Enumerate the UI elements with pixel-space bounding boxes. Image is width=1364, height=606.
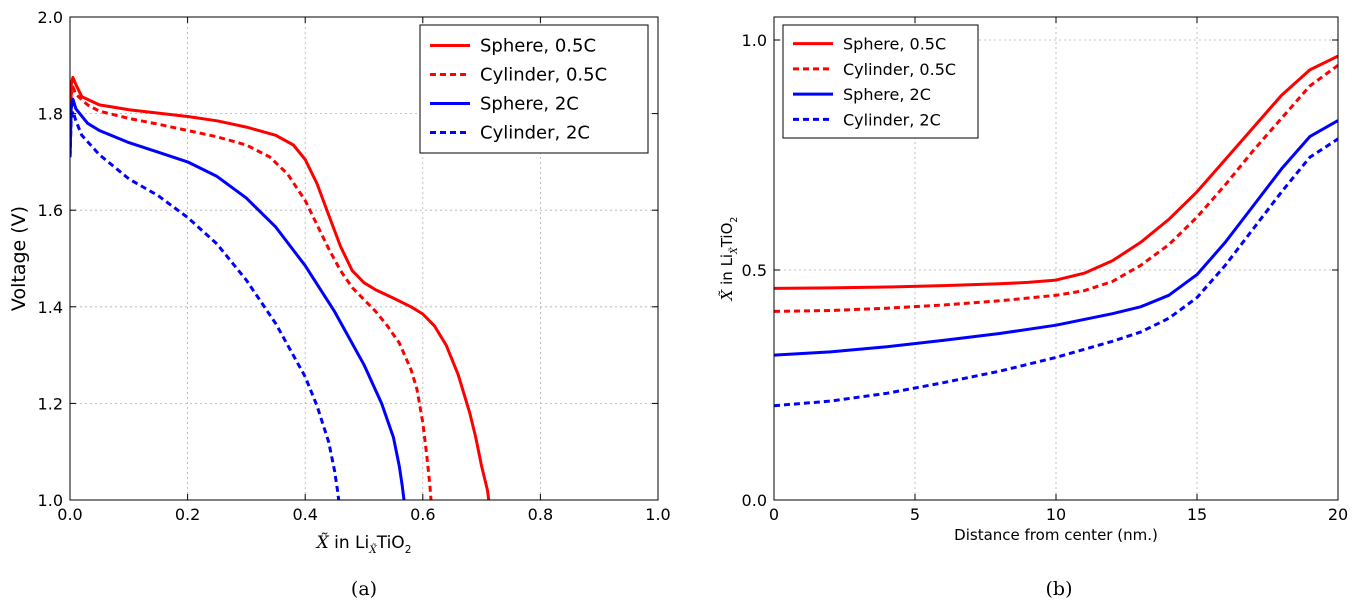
series-line-cylinder-0-5c [70, 85, 433, 500]
plot-frame [69, 16, 659, 501]
chart-a: 0.0 0.2 0.4 0.6 0.8 1.0 1.0 1.2 1.4 1.6 1.8 2.0 X̃ i… [8, 8, 671, 600]
x-tick-label: 0.4 [292, 505, 317, 524]
legend: Sphere, 0.5C Cylinder, 0.5C Sphere, 2C Cyli… [782, 24, 979, 139]
series-line-sphere-0-5c [70, 75, 491, 500]
series-line-sphere-2c [70, 97, 406, 500]
x-tick-label: 0.6 [410, 505, 435, 524]
y-tick-label: 1.6 [38, 201, 63, 220]
x-tick-label: 0 [769, 505, 779, 524]
label-symbol: X̃ [718, 288, 736, 301]
legend-label: Sphere, 2C [843, 85, 931, 104]
figure-caption: (b) [1046, 578, 1073, 600]
legend: Sphere, 0.5C Cylinder, 0.5C Sphere, 2C Cyli… [419, 24, 649, 154]
x-tick-label: 10 [1046, 505, 1066, 524]
x-tick-label: 20 [1328, 505, 1348, 524]
series-group [70, 75, 491, 500]
x-tick-label: 0.0 [57, 505, 82, 524]
chart-b: 0 5 10 15 20 0.0 0.5 1.0 Distance from center (n… [718, 16, 1348, 600]
legend-label: Sphere, 2C [480, 94, 579, 115]
y-tick-label: 1.4 [38, 298, 63, 317]
legend-label: Cylinder, 0.5C [843, 60, 956, 79]
y-axis-label: Voltage (V) [8, 206, 30, 311]
label-mid: in Li [718, 254, 736, 290]
series-line-cylinder-2c [70, 109, 341, 500]
series-line-sphere-0-5c [774, 54, 1338, 290]
y-tick-label: 0.5 [742, 261, 767, 280]
label-sub: X̃ [368, 543, 377, 556]
label-sub: X̃ [728, 247, 740, 255]
y-tick-label: 0.0 [742, 491, 767, 510]
x-tick-label: 0.2 [175, 505, 200, 524]
x-tick-label: 0.8 [528, 505, 553, 524]
y-axis-label: X̃ in LiX̃TiO2 [718, 217, 740, 302]
x-axis-label: Distance from center (nm.) [954, 526, 1158, 544]
legend-label: Cylinder, 2C [480, 123, 590, 144]
x-tick-label: 15 [1187, 505, 1207, 524]
series-line-cylinder-0-5c [774, 64, 1338, 313]
series-line-sphere-2c [774, 119, 1338, 357]
legend-label: Cylinder, 0.5C [480, 65, 607, 86]
figure-caption: (a) [351, 578, 377, 600]
y-tick-label: 1.8 [38, 105, 63, 124]
y-tick-label: 1.2 [38, 394, 63, 413]
legend-label: Cylinder, 2C [843, 110, 941, 129]
label-sub2: 2 [405, 544, 412, 556]
y-tick-label: 1.0 [742, 31, 767, 50]
label-tail: TiO [718, 223, 736, 249]
label-mid: in Li [329, 533, 370, 553]
legend-label: Sphere, 0.5C [480, 36, 596, 57]
x-tick-label: 1.0 [645, 505, 670, 524]
y-tick-label: 2.0 [38, 8, 63, 27]
series-line-cylinder-2c [774, 137, 1338, 408]
legend-label: Sphere, 0.5C [843, 35, 946, 54]
label-sub2: 2 [729, 217, 740, 223]
label-symbol: X̃ [315, 533, 330, 553]
x-tick-label: 5 [910, 505, 920, 524]
series-group [774, 54, 1338, 408]
label-tail: TiO [376, 533, 405, 553]
y-tick-label: 1.0 [38, 491, 63, 510]
x-axis-label: X̃ in LiX̃TiO2 [315, 533, 412, 556]
